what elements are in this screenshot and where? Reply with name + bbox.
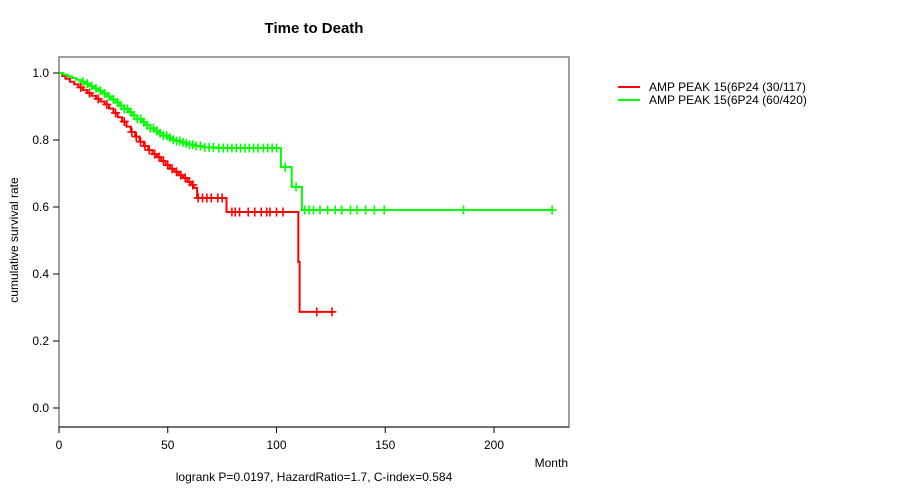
y-tick-label: 0.2	[32, 334, 49, 348]
y-axis-label: cumulative survival rate	[7, 177, 21, 303]
chart-title: Time to Death	[264, 20, 364, 37]
y-tick-label: 0.0	[32, 401, 49, 415]
legend-item-red: AMP PEAK 15(6P24 (30/117)	[618, 79, 807, 94]
x-tick-label: 50	[161, 438, 175, 452]
x-tick-label: 200	[484, 438, 504, 452]
legend: AMP PEAK 15(6P24 (30/117) AMP PEAK 15(6P…	[618, 79, 807, 107]
plot-box	[58, 56, 570, 428]
survival-curve-green	[59, 72, 553, 211]
y-tick-label: 0.8	[32, 133, 49, 147]
x-tick-label: 150	[375, 438, 395, 452]
x-axis-label: Month	[534, 456, 568, 470]
legend-label-green: AMP PEAK 15(6P24 (60/420)	[649, 92, 807, 107]
legend-item-green: AMP PEAK 15(6P24 (60/420)	[618, 92, 807, 107]
survival-curve-red	[59, 72, 335, 313]
legend-label-red: AMP PEAK 15(6P24 (30/117)	[649, 79, 806, 94]
x-tick-label: 0	[56, 438, 63, 452]
y-tick-label: 1.0	[32, 66, 49, 80]
x-tick-label: 100	[266, 438, 286, 452]
footer-annotation: logrank P=0.0197, HazardRatio=1.7, C-ind…	[175, 470, 453, 484]
y-tick-label: 0.4	[32, 267, 49, 281]
legend-line-green-icon	[618, 98, 640, 101]
y-tick-label: 0.6	[32, 200, 49, 214]
legend-line-red-icon	[618, 85, 640, 88]
